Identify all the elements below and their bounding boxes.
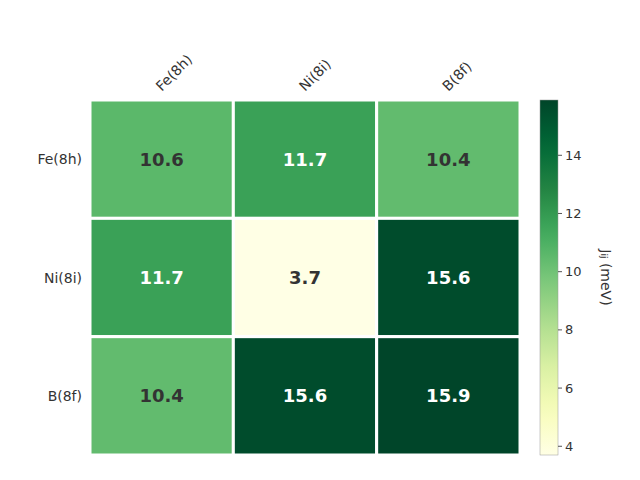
- colorbar-tick-label: 14: [565, 148, 582, 163]
- cell-label: 11.7: [283, 149, 327, 170]
- heatmap-cell: [233, 218, 376, 336]
- cell-label: 3.7: [289, 267, 321, 288]
- x-tick-label: Fe(8h): [152, 51, 195, 94]
- heatmap-cell: [90, 337, 233, 455]
- heatmap-cell: [377, 218, 520, 336]
- y-tick-label: Fe(8h): [37, 151, 82, 167]
- heatmap-cell: [90, 218, 233, 336]
- colorbar-gradient: [540, 100, 558, 455]
- cells: [90, 100, 520, 455]
- colorbar-tick: [558, 446, 562, 447]
- x-tick-label: B(8f): [439, 59, 475, 95]
- cell-labels: 10.6 11.7 10.4 11.7 3.7 15.6 10.4 15.6 15.9: [139, 149, 470, 407]
- cell-label: 10.4: [139, 385, 183, 406]
- chart-svg: 10.6 11.7 10.4 11.7 3.7 15.6 10.4 15.6 15.9 Fe(8h…: [0, 0, 640, 480]
- heatmap-cell: [377, 337, 520, 455]
- heatmap-cell: [233, 100, 376, 218]
- colorbar-label: Jᵢⱼ (meV): [598, 248, 614, 305]
- cell-label: 15.6: [426, 267, 470, 288]
- colorbar-tick-label: 10: [565, 264, 582, 279]
- colorbar-tick-label: 12: [565, 206, 582, 221]
- colorbar-tick: [558, 329, 562, 330]
- colorbar-tick-label: 8: [565, 322, 573, 337]
- x-axis: Fe(8h) Ni(8i) B(8f): [152, 51, 474, 94]
- cell-label: 15.6: [283, 385, 327, 406]
- cell-label: 11.7: [139, 267, 183, 288]
- colorbar-tick-label: 6: [565, 381, 573, 396]
- colorbar: 4 6 8 10 12 14 Jᵢⱼ (meV): [540, 100, 614, 455]
- heatmap-cell: [377, 100, 520, 218]
- colorbar-tick: [558, 271, 562, 272]
- y-tick-label: Ni(8i): [44, 270, 82, 286]
- colorbar-tick: [558, 213, 562, 214]
- colorbar-tick-label: 4: [565, 439, 573, 454]
- heatmap-cell: [90, 100, 233, 218]
- cell-label: 10.6: [139, 149, 183, 170]
- colorbar-tick: [558, 155, 562, 156]
- heatmap-cell: [233, 337, 376, 455]
- colorbar-tick: [558, 388, 562, 389]
- cell-label: 10.4: [426, 149, 470, 170]
- cell-label: 15.9: [426, 385, 470, 406]
- y-tick-label: B(8f): [48, 388, 82, 404]
- x-tick-label: Ni(8i): [296, 56, 334, 94]
- y-axis: Fe(8h) Ni(8i) B(8f): [37, 151, 82, 404]
- chart-container: 10.6 11.7 10.4 11.7 3.7 15.6 10.4 15.6 15.9 Fe(8h…: [0, 0, 640, 480]
